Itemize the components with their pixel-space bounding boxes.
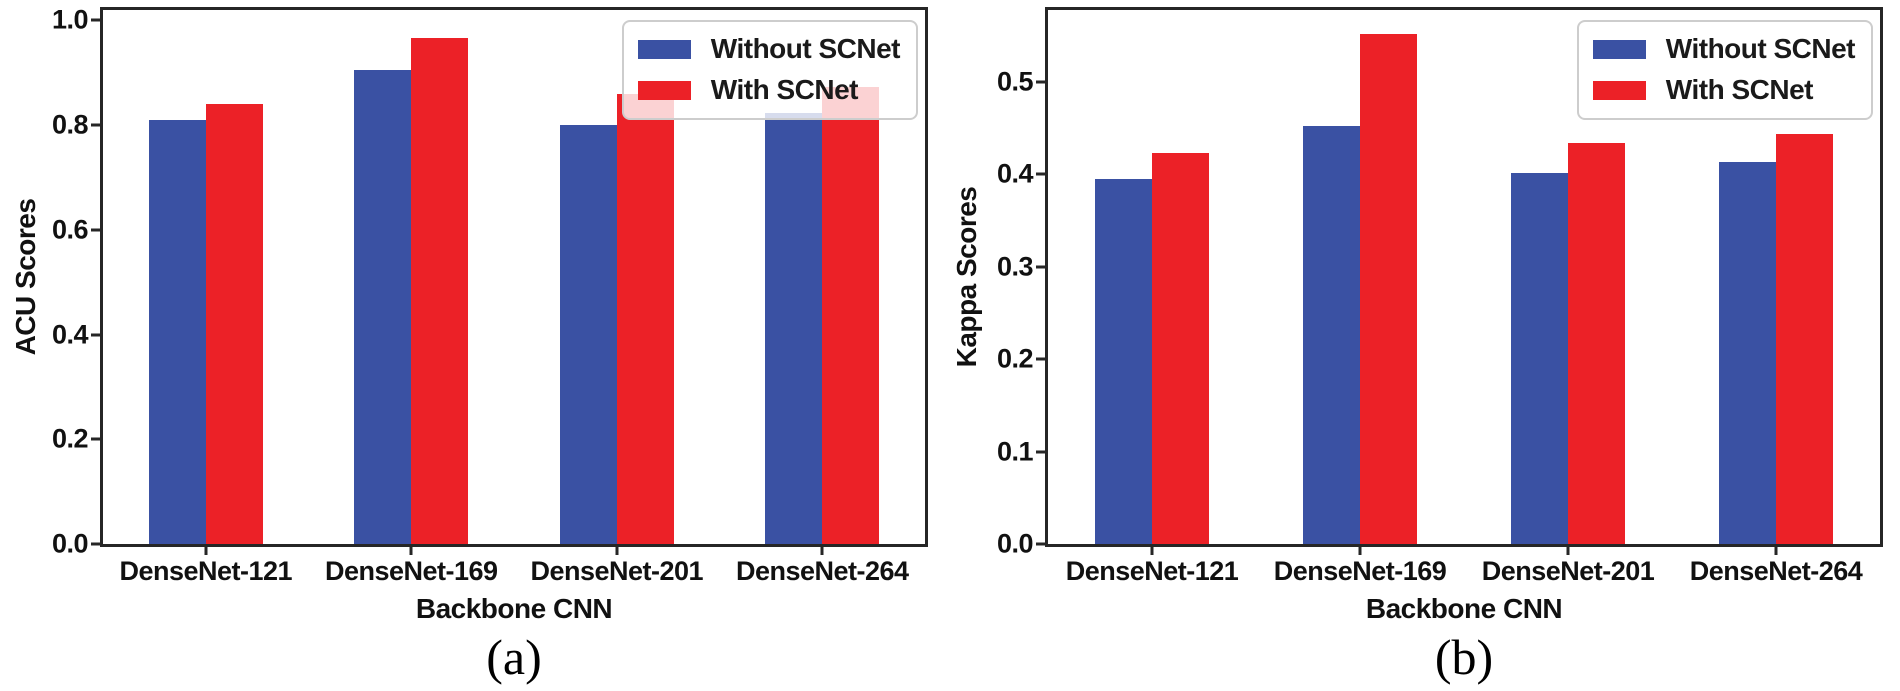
y-tick-mark [1036,450,1045,454]
legend-entry-without-scnet: Without SCNet [637,33,901,65]
bar-group-densenet-201: DenseNet-201 [1464,10,1672,586]
bar-without-scnet-densenet-201 [1511,172,1568,544]
x-tick-mark [204,546,208,555]
x-tick-label-densenet-169: DenseNet-169 [324,556,498,586]
y-tick-mark [1036,265,1045,269]
bar-with-scnet-densenet-169 [411,37,469,544]
y-tick-mark [91,542,100,546]
x-tick-label-densenet-121: DenseNet-121 [1065,556,1239,586]
plot-area-b: DenseNet-121 DenseNet-169 DenseNet-201 Dens… [997,7,1883,586]
y-tick-label: 0.0 [51,528,89,559]
y-tick-mark [1036,80,1045,84]
x-tick-mark [1774,546,1778,555]
legend-swatch-with-scnet [637,80,691,100]
bar-without-scnet-densenet-121 [148,119,206,544]
legend: Without SCNet With SCNet [621,20,918,120]
bar-without-scnet-densenet-264 [1719,162,1776,544]
bar-group-densenet-169: DenseNet-169 [309,10,515,586]
bar-without-scnet-densenet-169 [354,70,412,544]
bar-group-densenet-264: DenseNet-264 [720,10,926,586]
x-tick-label-densenet-121: DenseNet-121 [119,556,293,586]
bar-without-scnet-densenet-121 [1095,179,1152,544]
bar-with-scnet-densenet-264 [822,87,880,544]
x-tick-label-densenet-201: DenseNet-201 [1481,556,1655,586]
chart-a: ACU Scores DenseNet-121 DenseNet-169 Dense… [10,5,928,685]
y-tick-label: 0.3 [996,251,1034,282]
y-tick-label: 0.2 [51,423,89,454]
y-tick-label: 0.2 [996,343,1034,374]
plot-area-a: DenseNet-121 DenseNet-169 DenseNet-201 Dens… [52,5,928,586]
bar-with-scnet-densenet-201 [1568,143,1625,544]
y-axis-label: ACU Scores [10,198,41,356]
legend-label: With SCNet [1665,74,1814,105]
legend-entry-with-scnet: With SCNet [1592,74,1855,106]
y-tick-label: 0.4 [996,158,1034,189]
y-tick-label: 0.8 [51,109,89,140]
bar-with-scnet-densenet-121 [205,104,263,544]
bars-layer: DenseNet-121 DenseNet-169 DenseNet-201 Dens… [1048,10,1880,586]
y-tick-label: 0.1 [996,436,1034,467]
bar-without-scnet-densenet-264 [765,113,823,544]
legend-swatch-with-scnet [1592,80,1646,100]
y-tick-label: 0.6 [51,214,89,245]
y-tick-mark [91,18,100,22]
caption-b: (b) [1434,629,1494,685]
bar-with-scnet-densenet-169 [1360,34,1417,544]
bar-with-scnet-densenet-121 [1152,153,1209,544]
y-tick-mark [1036,172,1045,176]
legend: Without SCNet With SCNet [1576,20,1873,120]
y-tick-mark [91,437,100,441]
y-tick-mark [91,333,100,337]
legend-label: Without SCNet [1665,33,1856,64]
x-tick-mark [409,546,413,555]
x-tick-label-densenet-264: DenseNet-264 [735,556,909,586]
bar-with-scnet-densenet-201 [616,93,674,544]
y-tick-label: 0.5 [996,66,1034,97]
legend-swatch-without-scnet [1592,39,1646,59]
y-tick-label: 0.4 [51,319,89,350]
x-tick-mark [615,546,619,555]
x-tick-label-densenet-264: DenseNet-264 [1689,556,1863,586]
bar-without-scnet-densenet-201 [559,125,617,544]
x-tick-mark [820,546,824,555]
legend-label: Without SCNet [710,33,901,64]
x-tick-label-densenet-201: DenseNet-201 [530,556,704,586]
x-tick-label-densenet-169: DenseNet-169 [1273,556,1447,586]
bar-without-scnet-densenet-169 [1303,125,1360,544]
y-tick-mark [91,123,100,127]
x-tick-mark [1150,546,1154,555]
x-axis-label: Backbone CNN [415,593,613,624]
bar-group-densenet-201: DenseNet-201 [514,10,720,586]
bar-group-densenet-121: DenseNet-121 [1048,10,1256,586]
y-tick-mark [1036,357,1045,361]
legend-label: With SCNet [710,74,859,105]
bar-group-densenet-121: DenseNet-121 [103,10,309,586]
legend-entry-without-scnet: Without SCNet [1592,33,1856,65]
bar-group-densenet-169: DenseNet-169 [1256,10,1464,586]
x-axis-label: Backbone CNN [1365,593,1563,624]
bar-with-scnet-densenet-264 [1776,133,1833,544]
legend-entry-with-scnet: With SCNet [637,74,900,106]
y-tick-label: 1.0 [51,4,89,35]
y-tick-mark [91,228,100,232]
y-tick-label: 0.0 [996,528,1034,559]
y-tick-mark [1036,542,1045,546]
x-tick-mark [1358,546,1362,555]
y-axis-label: Kappa Scores [951,186,982,368]
bars-layer: DenseNet-121 DenseNet-169 DenseNet-201 Dens… [103,10,926,586]
caption-a: (a) [486,629,542,685]
bar-group-densenet-264: DenseNet-264 [1672,10,1880,586]
legend-swatch-without-scnet [637,39,691,59]
x-tick-mark [1566,546,1570,555]
chart-b: Kappa Scores DenseNet-121 DenseNet-169 Den… [950,0,1900,691]
